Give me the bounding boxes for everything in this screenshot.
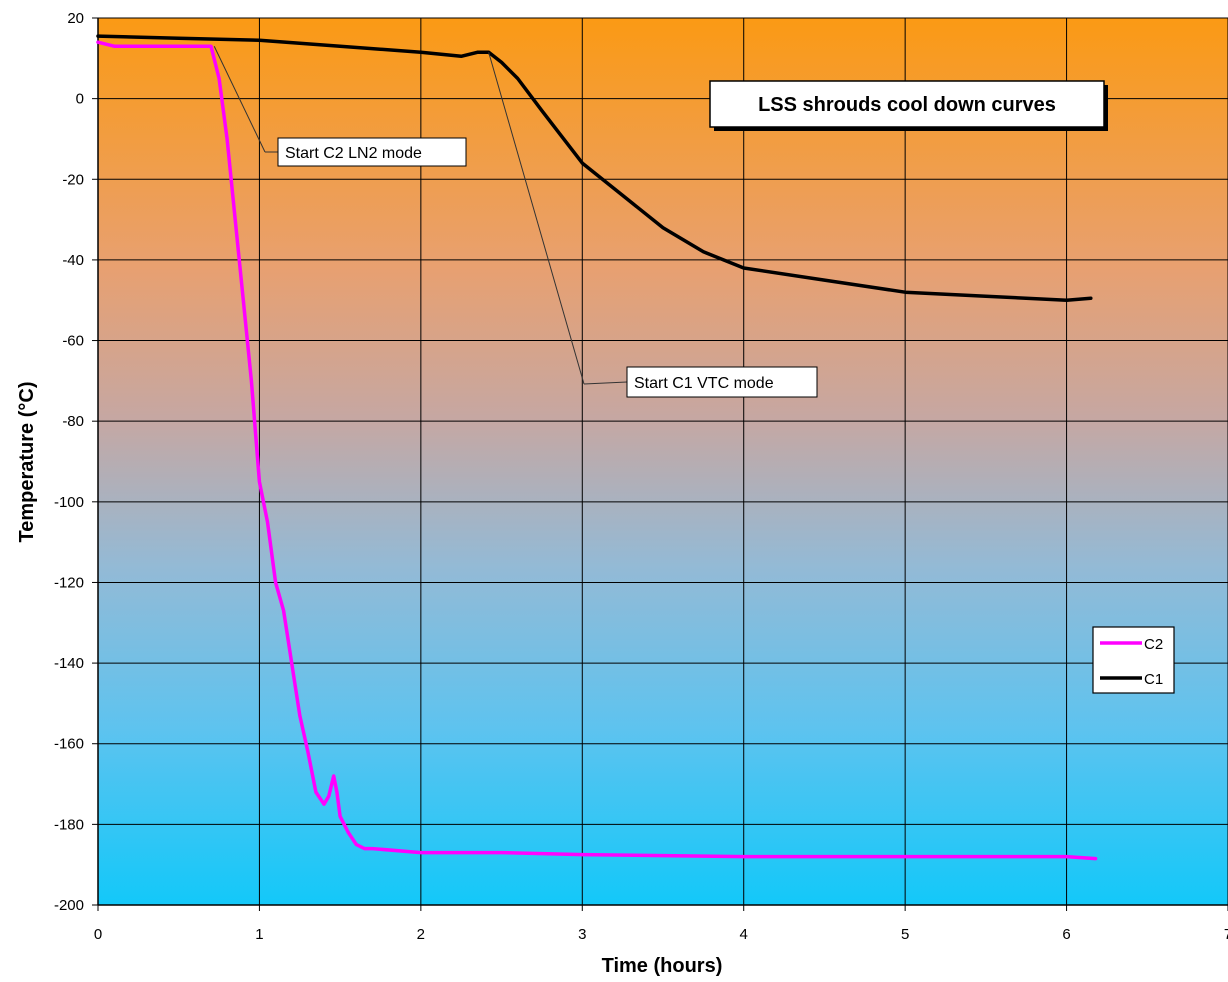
y-tick-label: 20 xyxy=(67,10,84,27)
series-line-c2 xyxy=(96,40,1098,861)
annotation-box xyxy=(626,366,818,398)
y-tick-label: -180 xyxy=(54,816,84,833)
legend-label-c2: C2 xyxy=(1144,636,1163,653)
legend: C2 C1 xyxy=(1092,626,1175,694)
annotation-leader xyxy=(583,381,628,385)
y-tick-label: -100 xyxy=(54,494,84,511)
annotation-leader xyxy=(488,52,585,385)
x-tick-label: 1 xyxy=(255,926,263,943)
y-tick-label: -120 xyxy=(54,574,84,591)
legend-label-c1: C1 xyxy=(1144,671,1163,688)
y-tick-label: -80 xyxy=(62,413,84,430)
x-tick-label: 4 xyxy=(740,926,748,943)
annotations: Start C2 LN2 mode Start C1 VTC mode xyxy=(213,46,818,398)
x-tick-label: 5 xyxy=(901,926,909,943)
y-axis-title: Temperature (°C) xyxy=(16,382,38,543)
y-tick-label: -20 xyxy=(62,171,84,188)
chart-title-box: LSS shrouds cool down curves xyxy=(709,80,1108,131)
y-tick-label: -60 xyxy=(62,333,84,350)
annotation-text: Start C2 LN2 mode xyxy=(285,145,422,162)
x-tick-label: 2 xyxy=(417,926,425,943)
axis-ticks: 20 0 -20 -40 -60 -80 -100 -120 -140 -160 -180 -200 0… xyxy=(54,10,1228,943)
plot-area xyxy=(98,18,1228,905)
y-tick-label: -160 xyxy=(54,736,84,753)
x-tick-label: 3 xyxy=(578,926,586,943)
annotation-callout: Start C1 VTC mode xyxy=(488,52,818,398)
x-axis-title: Time (hours) xyxy=(602,955,723,977)
y-tick-label: 0 xyxy=(76,91,84,108)
x-tick-label: 6 xyxy=(1062,926,1070,943)
y-tick-label: -40 xyxy=(62,252,84,269)
annotation-box xyxy=(277,137,467,167)
annotation-leader xyxy=(213,46,266,153)
y-tick-label: -200 xyxy=(54,897,84,914)
x-tick-label: 7 xyxy=(1224,926,1228,943)
annotation-callout: Start C2 LN2 mode xyxy=(213,46,467,167)
series-line-c1 xyxy=(96,34,1093,302)
x-tick-label: 0 xyxy=(94,926,102,943)
series-lines xyxy=(96,34,1098,861)
chart-title: LSS shrouds cool down curves xyxy=(758,94,1056,116)
y-tick-label: -140 xyxy=(54,655,84,672)
annotation-text: Start C1 VTC mode xyxy=(634,375,774,392)
